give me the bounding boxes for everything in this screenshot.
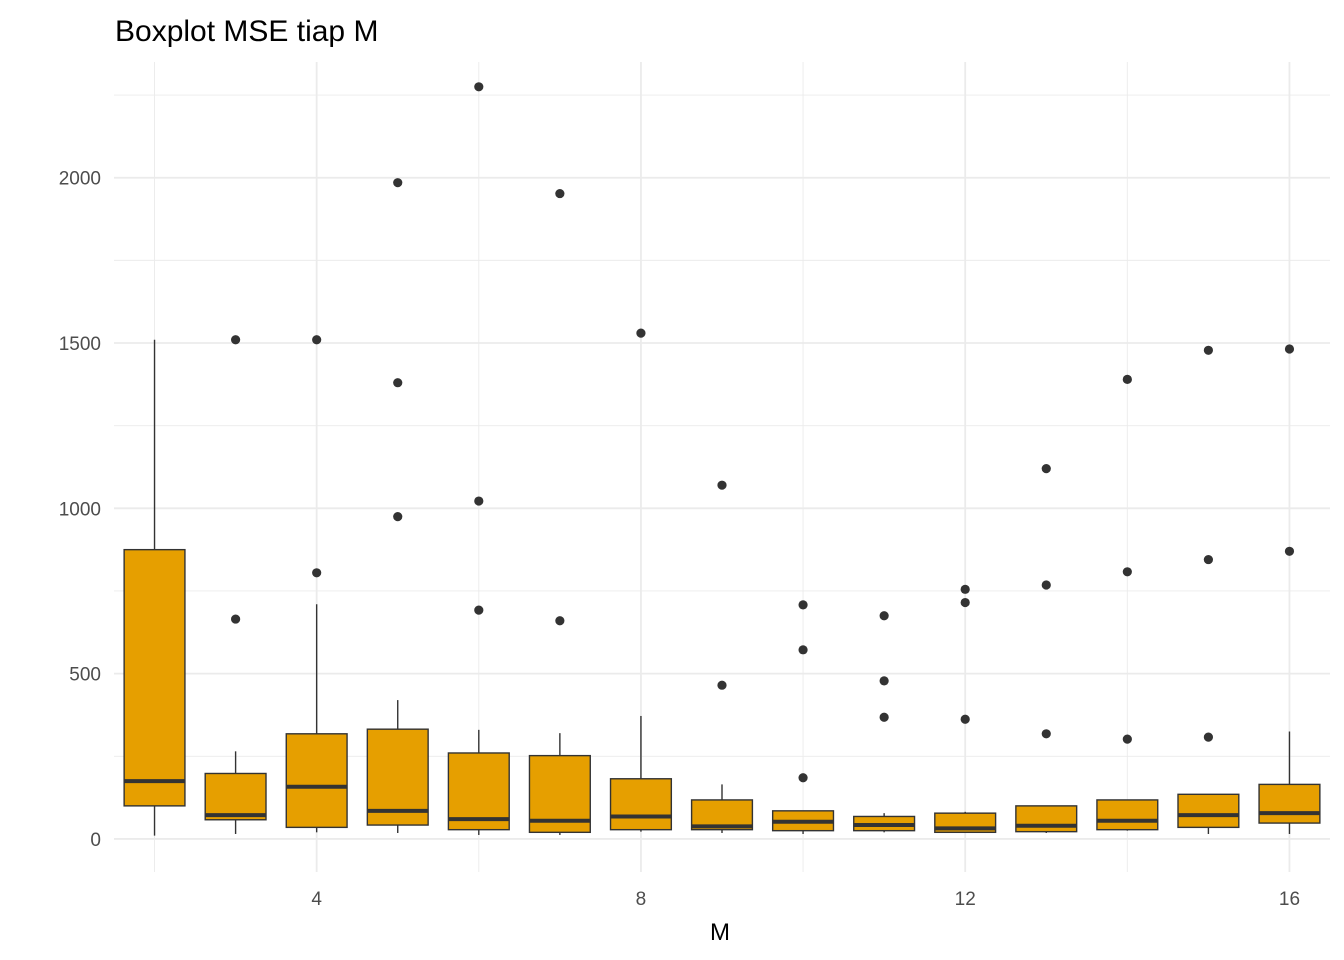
outlier-point	[1203, 554, 1213, 565]
outlier-point	[1203, 732, 1213, 742]
outlier-point	[636, 328, 646, 338]
outlier-point	[231, 614, 241, 624]
outlier-point	[312, 335, 322, 345]
outlier-point	[393, 378, 403, 388]
box-group	[285, 335, 348, 833]
box-body	[1096, 799, 1159, 831]
outlier-point	[474, 605, 484, 615]
outlier-point	[393, 511, 403, 522]
outlier-point	[474, 496, 484, 506]
outlier-point	[879, 611, 889, 621]
x-tick-label: 12	[955, 889, 976, 910]
box-group	[853, 611, 916, 833]
outlier-point	[798, 600, 808, 610]
y-tick-label: 1000	[59, 499, 101, 520]
outlier-point	[798, 645, 808, 655]
box-group	[366, 178, 429, 833]
box-group	[771, 600, 835, 834]
outlier-point	[555, 188, 565, 199]
box-body	[204, 772, 267, 821]
box-group	[690, 480, 754, 833]
outlier-point	[879, 676, 889, 686]
box-group	[1177, 345, 1240, 834]
box-body	[1177, 793, 1240, 829]
x-axis-ticks: 4 8 12 16	[311, 889, 1300, 910]
box-group	[528, 188, 591, 835]
outlier-point	[1041, 729, 1051, 739]
outlier-point	[1284, 546, 1295, 556]
y-tick-label: 500	[69, 665, 101, 686]
y-tick-label: 2000	[59, 169, 101, 190]
box-group	[1015, 464, 1078, 833]
box-group	[1258, 344, 1321, 834]
outlier-point	[1122, 374, 1132, 384]
outlier-point	[1122, 734, 1132, 744]
outlier-point	[960, 714, 970, 724]
outlier-point	[717, 480, 727, 490]
outlier-point	[1203, 345, 1213, 355]
box-group	[934, 584, 997, 834]
outlier-point	[555, 616, 565, 626]
outlier-point	[1041, 580, 1051, 590]
box-body	[1258, 783, 1321, 824]
outlier-point	[960, 584, 970, 594]
x-tick-label: 4	[311, 889, 322, 910]
outlier-point	[474, 82, 484, 92]
outlier-point	[393, 178, 403, 188]
box-body	[123, 548, 186, 807]
outlier-point	[1041, 464, 1051, 474]
box-group	[1096, 374, 1159, 831]
y-tick-label: 0	[90, 830, 101, 851]
outlier-point	[717, 680, 727, 690]
y-axis-ticks: 0 500 1000 1500 2000	[59, 169, 101, 851]
outlier-point	[312, 568, 322, 578]
box-body	[447, 752, 510, 831]
outlier-point	[231, 335, 241, 345]
box-series	[123, 82, 1321, 836]
x-axis-label: M	[710, 919, 730, 946]
chart-title: Boxplot MSE tiap M	[115, 15, 378, 48]
x-tick-label: 8	[636, 889, 647, 910]
box-body	[285, 733, 348, 829]
box-group	[609, 328, 673, 832]
y-tick-label: 1500	[59, 334, 101, 355]
x-tick-label: 16	[1279, 889, 1300, 910]
outlier-point	[1122, 567, 1132, 577]
outlier-point	[960, 597, 970, 608]
box-group	[123, 339, 186, 836]
box-group	[204, 335, 267, 834]
outlier-point	[798, 773, 808, 783]
outlier-point	[1284, 344, 1295, 354]
box-group	[447, 82, 510, 835]
box-body	[1015, 805, 1078, 833]
outlier-point	[879, 712, 889, 722]
box-body	[609, 778, 673, 831]
